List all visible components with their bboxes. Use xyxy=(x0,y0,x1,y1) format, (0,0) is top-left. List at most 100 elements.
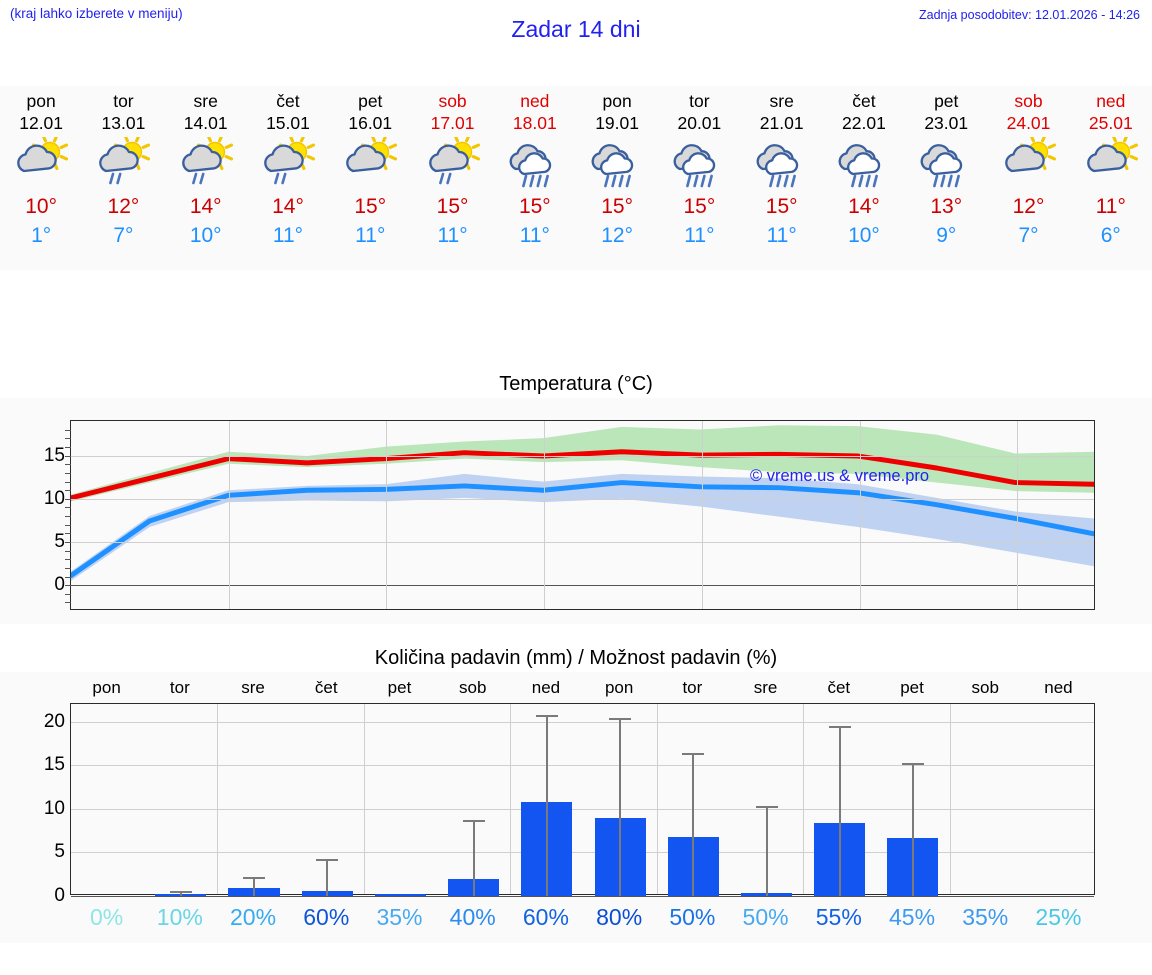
weather-icon-wrap xyxy=(0,136,82,192)
last-updated-text: Zadnja posodobitev: 12.01.2026 - 14:26 xyxy=(918,8,1140,22)
gridline-vertical xyxy=(544,421,546,609)
temp-max: 14° xyxy=(189,195,222,218)
day-date: 19.01 xyxy=(595,113,639,133)
y-axis-tick-label: 0 xyxy=(54,885,65,906)
cloud-rain-icon xyxy=(838,144,881,188)
y-axis-tick-mark xyxy=(65,446,71,448)
temp-max: 15° xyxy=(683,195,716,218)
day-column[interactable]: ned 18.01 15° 11° xyxy=(494,86,576,270)
precipitation-chart-title: Količina padavin (mm) / Možnost padavin … xyxy=(0,644,1152,672)
precipitation-probability-label: 10% xyxy=(156,904,203,930)
y-axis-tick-label: 5 xyxy=(54,530,65,552)
precipitation-day-label: pet xyxy=(900,678,924,697)
gridline-vertical xyxy=(217,704,219,894)
precipitation-day-label: tor xyxy=(682,678,703,697)
y-axis-tick-mark xyxy=(65,438,71,440)
gridline-vertical xyxy=(510,704,512,894)
gridline-vertical xyxy=(949,704,951,894)
sun-cloud-rain-icon xyxy=(428,137,480,185)
y-axis-tick-label: 20 xyxy=(43,710,65,732)
temp-max: 15° xyxy=(354,195,387,218)
day-column[interactable]: čet 15.01 14° 11° xyxy=(247,86,329,270)
day-name: sre xyxy=(769,91,794,111)
day-name: čet xyxy=(852,91,876,111)
gridline-horizontal xyxy=(71,721,1094,723)
day-name: sre xyxy=(193,91,218,111)
whisker-cap xyxy=(902,763,924,766)
whisker-line xyxy=(179,890,182,896)
day-name: tor xyxy=(689,91,710,111)
gridline-horizontal xyxy=(71,852,1094,854)
temp-max: 15° xyxy=(436,195,469,218)
sun-cloud-icon xyxy=(17,137,69,173)
gridline-horizontal xyxy=(71,455,1094,457)
precipitation-day-label: sob xyxy=(971,678,999,697)
gridline-vertical xyxy=(386,421,388,609)
day-date: 14.01 xyxy=(183,113,228,133)
day-date: 15.01 xyxy=(266,113,310,133)
temp-min: 10° xyxy=(848,224,880,247)
y-axis-tick-mark xyxy=(65,593,71,595)
day-name: pet xyxy=(934,91,959,111)
weather-icon-wrap xyxy=(329,136,411,192)
y-axis-tick-mark xyxy=(65,533,71,535)
precipitation-day-label: sre xyxy=(753,678,778,697)
y-axis-tick-label: 15 xyxy=(43,754,65,776)
day-name: pon xyxy=(26,91,56,111)
temp-max: 12° xyxy=(1012,195,1045,218)
day-column[interactable]: pon 12.01 10° 1° xyxy=(0,86,82,270)
sun-cloud-rain-icon xyxy=(99,137,151,185)
cloud-rain-icon xyxy=(756,144,798,188)
gridline-horizontal xyxy=(71,808,1094,810)
sun-cloud-rain-icon xyxy=(264,137,316,185)
day-name: pon xyxy=(602,91,632,111)
y-axis-tick-label: 15 xyxy=(43,444,65,466)
whisker-line xyxy=(912,763,914,896)
day-column[interactable]: sre 21.01 15° 11° xyxy=(741,86,823,270)
weather-icon-wrap xyxy=(247,136,329,192)
whisker-line xyxy=(472,820,475,896)
precipitation-probability-label: 25% xyxy=(1035,904,1082,930)
day-column[interactable]: tor 13.01 12° 7° xyxy=(82,86,164,270)
temp-min: 10° xyxy=(189,224,222,247)
day-column[interactable]: pet 23.01 13° 9° xyxy=(905,86,987,270)
day-column[interactable]: pet 16.01 15° 11° xyxy=(329,86,411,270)
temp-max: 15° xyxy=(765,195,798,218)
whisker-cap xyxy=(316,858,339,861)
weather-icon-wrap xyxy=(905,136,987,192)
page-title: Zadar 14 dni xyxy=(511,16,641,42)
day-date: 16.01 xyxy=(348,113,393,133)
weather-icon-wrap xyxy=(576,136,658,192)
day-column[interactable]: sob 24.01 12° 7° xyxy=(987,86,1069,270)
day-column[interactable]: čet 22.01 14° 10° xyxy=(823,86,905,270)
day-column[interactable]: sre 14.01 14° 10° xyxy=(165,86,247,270)
day-column[interactable]: sob 17.01 15° 11° xyxy=(411,86,493,270)
daily-forecast-strip: pon 12.01 10° 1° tor 13.01 12° 7° sre 14.01 14° 10°… xyxy=(0,86,1152,270)
whisker-line xyxy=(545,715,548,896)
precipitation-day-label: čet xyxy=(827,678,851,697)
whisker-line xyxy=(692,752,695,896)
precipitation-plot-area: 0 5 10 15 20 xyxy=(44,703,1095,906)
day-date: 12.01 xyxy=(19,113,64,133)
day-column[interactable]: pon 19.01 15° 12° xyxy=(576,86,658,270)
menu-hint-text: (kraj lahko izberete v meniju) xyxy=(10,6,183,21)
y-axis-tick-label: 0 xyxy=(54,574,65,596)
precipitation-day-label: tor xyxy=(169,678,190,697)
precipitation-day-labels: pon tor sre čet pet sob ned pon tor sre čet pet sob n… xyxy=(70,676,1095,700)
gridline-vertical xyxy=(363,704,365,894)
y-axis-tick-mark xyxy=(65,455,71,457)
whisker-cap xyxy=(243,876,265,879)
day-column[interactable]: tor 20.01 15° 11° xyxy=(658,86,740,270)
precipitation-day-label: sob xyxy=(458,678,487,697)
temp-max: 13° xyxy=(930,195,963,218)
day-name: ned xyxy=(1096,91,1126,111)
day-column[interactable]: ned 25.01 11° 6° xyxy=(1070,86,1152,270)
y-axis-tick-mark xyxy=(65,498,71,500)
day-date: 13.01 xyxy=(101,113,146,133)
precipitation-day-label: pon xyxy=(92,678,121,697)
temp-min: 7° xyxy=(113,224,134,247)
day-name: ned xyxy=(520,91,550,111)
y-axis-tick-mark xyxy=(65,602,71,604)
whisker-cap xyxy=(462,820,485,823)
temp-min: 11° xyxy=(272,224,304,247)
